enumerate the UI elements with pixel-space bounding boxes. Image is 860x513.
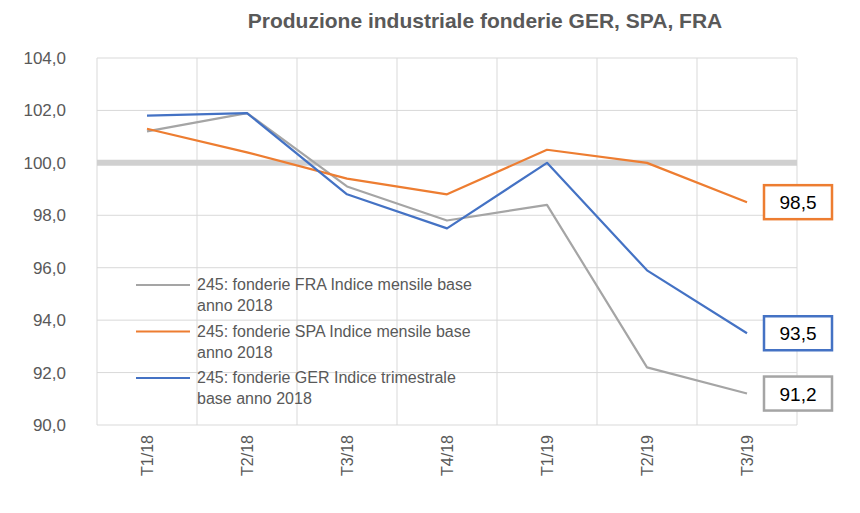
data-label: 98,5 <box>764 185 832 219</box>
data-label-text: 93,5 <box>780 323 817 344</box>
legend-swatch <box>136 377 190 379</box>
legend: 245: fonderie FRA Indice mensile baseann… <box>136 276 472 407</box>
chart: Produzione industriale fonderie GER, SPA… <box>0 0 860 513</box>
grid-line <box>97 162 797 163</box>
legend-swatch <box>136 330 190 332</box>
series-lines <box>147 113 747 393</box>
y-tick-label: 98,0 <box>33 206 66 225</box>
vertical-grid-line <box>797 58 798 425</box>
y-tick-label: 94,0 <box>33 311 66 330</box>
grid-line <box>97 320 797 321</box>
vertical-grid-line <box>97 58 98 425</box>
legend-swatch <box>136 284 190 286</box>
data-label-box <box>764 316 832 350</box>
vertical-grid-line <box>697 58 698 425</box>
legend-label: 245: fonderie FRA Indice mensile baseann… <box>197 276 472 314</box>
vertical-grid-line <box>497 58 498 425</box>
data-label: 93,5 <box>764 316 832 350</box>
y-tick-label: 104,0 <box>23 49 66 68</box>
data-label-text: 98,5 <box>780 192 817 213</box>
title: Produzione industriale fonderie GER, SPA… <box>248 9 723 32</box>
vertical-grid-line <box>597 58 598 425</box>
x-tick-label: T3/18 <box>339 435 356 476</box>
reference-line <box>97 160 797 166</box>
legend-label: 245: fonderie GER Indice trimestralebase… <box>197 369 456 407</box>
y-tick-label: 92,0 <box>33 364 66 383</box>
grid-line <box>97 267 797 268</box>
data-label-box <box>764 185 832 219</box>
x-tick-label: T4/18 <box>439 435 456 476</box>
data-label: 91,2 <box>764 377 832 411</box>
grid-line <box>97 215 797 216</box>
legend-label: 245: fonderie SPA Indice mensile baseann… <box>197 323 471 361</box>
y-tick-label: 90,0 <box>33 416 66 435</box>
y-tick-label: 100,0 <box>23 154 66 173</box>
series-line <box>147 113 747 393</box>
y-tick-label: 102,0 <box>23 101 66 120</box>
grid-line <box>97 58 797 59</box>
x-tick-label: T1/19 <box>539 435 556 476</box>
grid <box>97 58 797 425</box>
series-line <box>147 113 747 333</box>
data-label-text: 91,2 <box>780 384 817 405</box>
x-tick-label: T2/19 <box>639 435 656 476</box>
grid-line <box>97 425 797 426</box>
series-line <box>147 129 747 202</box>
x-tick-label: T2/18 <box>239 435 256 476</box>
grid-line <box>97 110 797 111</box>
x-tick-label: T3/19 <box>739 435 756 476</box>
data-label-box <box>764 377 832 411</box>
x-tick-label: T1/18 <box>139 435 156 476</box>
y-tick-label: 96,0 <box>33 259 66 278</box>
